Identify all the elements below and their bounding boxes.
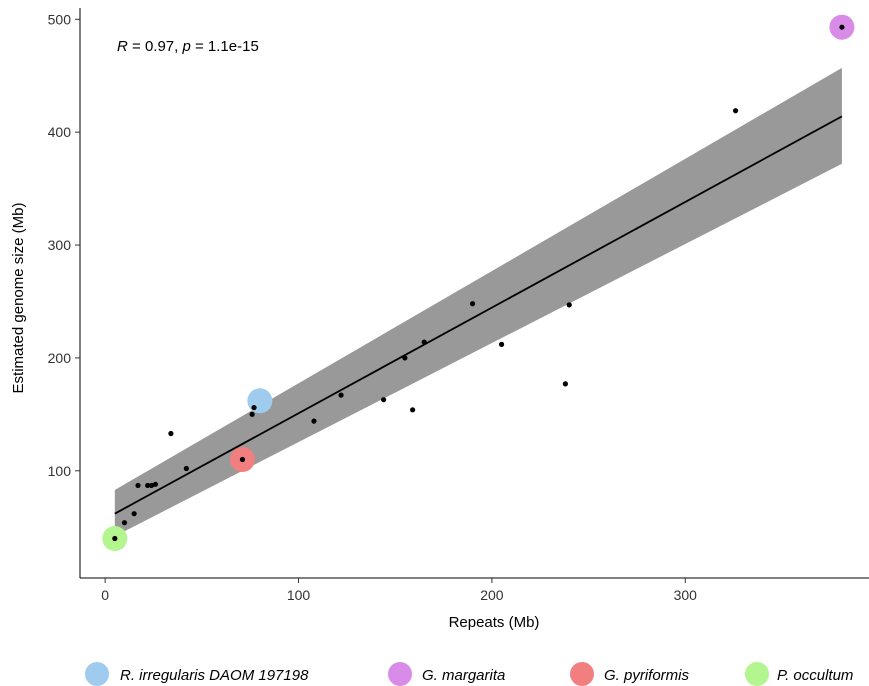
legend-swatch-p-occultum	[745, 662, 769, 686]
p-symbol: p	[181, 38, 190, 55]
x-tick-label: 200	[480, 587, 504, 603]
data-point	[131, 511, 137, 517]
data-point	[566, 302, 572, 308]
r-value: = 0.97,	[128, 38, 183, 55]
data-point	[338, 392, 344, 398]
data-point	[311, 418, 317, 424]
data-points-layer	[112, 24, 845, 542]
x-tick-label: 100	[287, 587, 311, 603]
data-point	[112, 535, 118, 542]
y-tick-label: 400	[48, 124, 72, 140]
ticks: 0 100 200 300 100 200 300 400 500	[48, 11, 698, 603]
regression-line	[114, 115, 843, 515]
data-point	[251, 404, 257, 411]
legend-label-g-pyriformis: G. pyriformis	[604, 667, 690, 684]
data-point	[421, 339, 427, 345]
y-axis-title: Estimated genome size (Mb)	[10, 203, 27, 394]
y-tick-label: 200	[48, 350, 72, 366]
legend-item-g-pyriformis: G. pyriformis	[570, 662, 690, 686]
legend-label-p-occultum: P. occultum	[777, 667, 853, 684]
data-point	[410, 407, 416, 413]
data-point	[239, 456, 246, 463]
data-point	[145, 482, 151, 489]
r-symbol: R	[117, 38, 128, 55]
legend-item-r-irregularis: R. irregularis DAOM 197198	[85, 662, 309, 686]
legend-item-g-margarita: G. margarita	[388, 662, 505, 686]
data-point	[121, 520, 128, 526]
data-point	[381, 397, 387, 403]
data-point	[732, 108, 739, 114]
legend-item-p-occultum: P. occultum	[745, 662, 853, 686]
correlation-annotation: R = 0.97, p = 1.1e-15	[117, 38, 259, 55]
data-point	[135, 482, 141, 489]
x-tick-label: 0	[101, 587, 109, 603]
data-point	[469, 301, 476, 307]
x-tick-label: 300	[674, 587, 698, 603]
axes	[79, 8, 869, 579]
data-point	[152, 481, 159, 487]
regression-line-layer	[114, 115, 843, 515]
x-axis-title: Repeats (Mb)	[449, 614, 540, 631]
data-point	[249, 411, 255, 417]
highlight-marker-0	[247, 388, 273, 414]
y-tick-label: 100	[48, 463, 72, 479]
y-tick-label: 500	[48, 11, 72, 27]
data-point	[562, 381, 568, 387]
data-point	[498, 341, 505, 347]
legend-label-g-margarita: G. margarita	[422, 667, 505, 684]
legend: R. irregularis DAOM 197198 G. margarita …	[85, 662, 853, 686]
p-value: = 1.1e-15	[191, 38, 259, 55]
confidence-band	[114, 67, 842, 537]
legend-swatch-g-pyriformis	[570, 662, 594, 686]
confidence-band-layer	[114, 67, 842, 537]
data-point	[839, 24, 845, 30]
legend-swatch-r-irregularis	[85, 662, 109, 686]
legend-label-r-irregularis: R. irregularis DAOM 197198	[120, 667, 309, 684]
data-point	[183, 465, 189, 472]
legend-swatch-g-margarita	[388, 662, 412, 686]
data-point	[402, 355, 408, 361]
y-tick-label: 300	[48, 237, 72, 253]
data-point	[168, 430, 174, 437]
